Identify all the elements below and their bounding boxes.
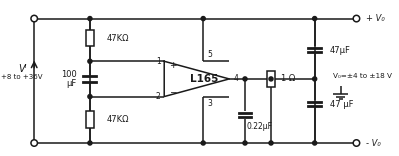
Text: 100: 100 <box>61 70 77 79</box>
Circle shape <box>88 95 92 99</box>
Text: +8 to +36V: +8 to +36V <box>1 74 43 80</box>
Text: 47μF: 47μF <box>330 46 350 55</box>
Text: + V₀: + V₀ <box>366 14 385 23</box>
Circle shape <box>312 77 317 81</box>
Circle shape <box>201 141 205 145</box>
Text: - V₀: - V₀ <box>366 139 381 148</box>
Text: −: − <box>169 87 176 96</box>
Circle shape <box>88 141 92 145</box>
Text: +: + <box>169 61 176 70</box>
Circle shape <box>312 17 317 21</box>
Bar <box>86 111 94 128</box>
Circle shape <box>88 17 92 21</box>
Text: 1 Ω: 1 Ω <box>281 74 296 83</box>
Circle shape <box>269 141 273 145</box>
Circle shape <box>88 59 92 63</box>
Circle shape <box>243 141 247 145</box>
Circle shape <box>353 15 359 22</box>
Text: 47KΩ: 47KΩ <box>107 34 129 43</box>
Bar <box>86 30 94 46</box>
Text: V₀=±4 to ±18 V: V₀=±4 to ±18 V <box>333 73 392 79</box>
Text: 0.22μF: 0.22μF <box>247 122 273 131</box>
Text: 3: 3 <box>207 99 212 108</box>
Circle shape <box>353 140 359 146</box>
Text: Vᴵ: Vᴵ <box>18 64 26 74</box>
Text: 4: 4 <box>234 74 239 83</box>
Text: 5: 5 <box>207 50 212 59</box>
Text: 47 μF: 47 μF <box>330 100 353 109</box>
Circle shape <box>269 77 273 81</box>
Circle shape <box>243 77 247 81</box>
Circle shape <box>312 141 317 145</box>
Bar <box>267 71 275 87</box>
Circle shape <box>31 15 38 22</box>
Text: 47KΩ: 47KΩ <box>107 115 129 124</box>
Circle shape <box>201 17 205 21</box>
Text: μF: μF <box>67 79 77 88</box>
Text: 2: 2 <box>156 92 160 101</box>
Text: 1: 1 <box>156 57 160 66</box>
Text: L165: L165 <box>190 74 218 84</box>
Circle shape <box>31 140 38 146</box>
